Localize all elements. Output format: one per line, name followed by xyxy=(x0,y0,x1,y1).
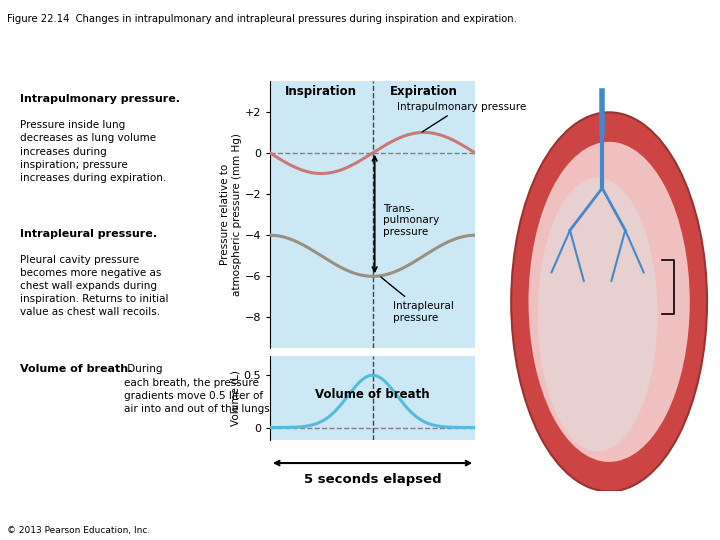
Y-axis label: Volume (L): Volume (L) xyxy=(230,370,240,426)
Text: © 2013 Pearson Education, Inc.: © 2013 Pearson Education, Inc. xyxy=(7,525,150,535)
Text: Volume of breath.: Volume of breath. xyxy=(19,364,132,375)
Text: Pleural cavity pressure
becomes more negative as
chest wall expands during
inspi: Pleural cavity pressure becomes more neg… xyxy=(19,254,168,318)
Text: Intrapleural pressure.: Intrapleural pressure. xyxy=(19,229,157,239)
Ellipse shape xyxy=(528,142,690,462)
Text: 5 seconds elapsed: 5 seconds elapsed xyxy=(304,472,441,486)
Text: Volume of breath: Volume of breath xyxy=(315,388,430,401)
Text: During
each breath, the pressure
gradients move 0.5 liter of
air into and out of: During each breath, the pressure gradien… xyxy=(124,364,273,414)
Text: Expiration: Expiration xyxy=(390,85,458,98)
Text: Intrapulmonary pressure: Intrapulmonary pressure xyxy=(397,102,526,132)
Ellipse shape xyxy=(538,178,657,451)
Text: Intrapulmonary pressure.: Intrapulmonary pressure. xyxy=(19,94,179,104)
Text: Figure 22.14  Changes in intrapulmonary and intrapleural pressures during inspir: Figure 22.14 Changes in intrapulmonary a… xyxy=(7,14,517,24)
Y-axis label: Pressure relative to
atmospheric pressure (mm Hg): Pressure relative to atmospheric pressur… xyxy=(220,133,242,296)
Text: Intrapleural
pressure: Intrapleural pressure xyxy=(381,277,454,322)
Text: Pressure inside lung
decreases as lung volume
increases during
inspiration; pres: Pressure inside lung decreases as lung v… xyxy=(19,120,166,183)
Text: Inspiration: Inspiration xyxy=(285,85,357,98)
Ellipse shape xyxy=(511,112,707,491)
Text: Trans-
pulmonary
pressure: Trans- pulmonary pressure xyxy=(383,204,439,237)
